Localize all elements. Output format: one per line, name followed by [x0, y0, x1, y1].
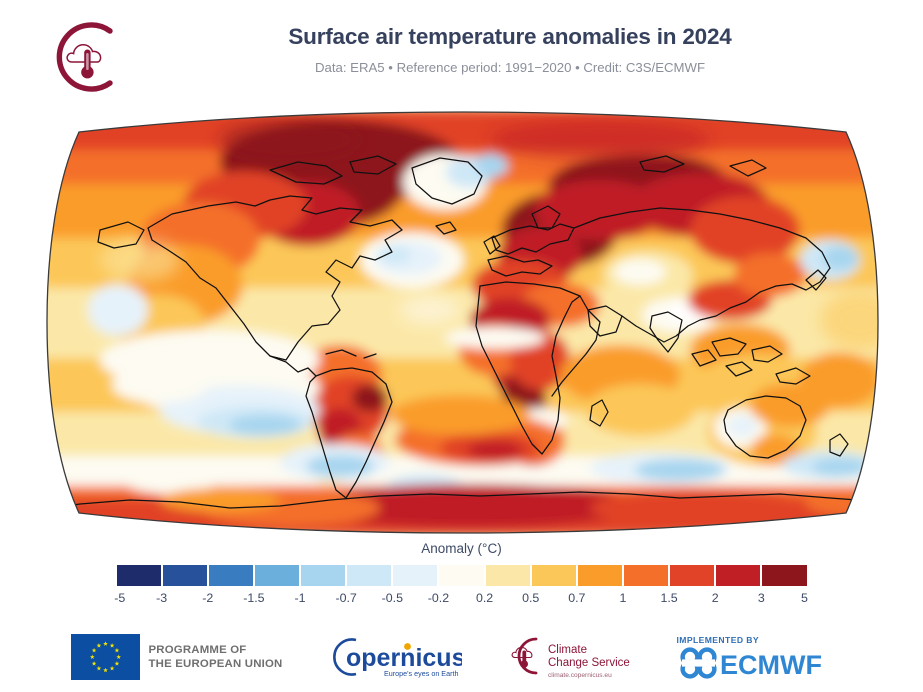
colorbar-swatch	[485, 565, 530, 586]
copernicus-logo-icon: opernicus Europe's eyes on Earth	[333, 638, 462, 678]
colorbar-swatch	[439, 565, 484, 586]
colorbar-swatch	[208, 565, 253, 586]
coastlines	[47, 155, 878, 511]
colorbar-tick-labels: -5 -3 -2 -1.5 -1 -0.7 -0.5 -0.2 0.2 0.5 0.7 1 1.5 2 3 5	[114, 591, 808, 608]
copernicus-logo-block: opernicus Europe's eyes on Earth	[322, 634, 462, 680]
colorbar-tick: -0.7	[335, 591, 357, 605]
ecmwf-logo-icon: ECMWF	[680, 646, 822, 680]
colorbar-tick: -5	[114, 591, 126, 605]
colorbar-swatch	[531, 565, 576, 586]
colorbar-tick: -0.5	[381, 591, 403, 605]
colorbar-swatch	[624, 565, 669, 586]
colorbar-swatch	[577, 565, 623, 586]
eu-star-icon	[115, 654, 121, 660]
eu-line-1: PROGRAMME OF	[148, 644, 247, 656]
colorbar-tick: 1	[619, 591, 627, 605]
colorbar-swatch	[116, 565, 161, 586]
colorbar-tick: -0.2	[427, 591, 450, 605]
colorbar-tick: 0.5	[522, 591, 540, 605]
c3s-line-2: Change Service	[548, 657, 630, 669]
eu-star-icon	[96, 643, 101, 648]
colorbar-tick: -1.5	[243, 591, 265, 605]
copernicus-tagline: Europe's eyes on Earth	[384, 669, 459, 678]
colorbar-tick: 1.5	[660, 591, 678, 605]
colorbar-tick: 3	[757, 591, 765, 605]
colorbar-legend: Anomaly (°C) -5 -3 -2 -1.5 -1 -0.7 -0.5 -0.2 0.2…	[0, 540, 923, 608]
colorbar-tick: 0.2	[475, 591, 494, 605]
colorbar-swatch	[393, 565, 438, 586]
colorbar-tick: 5	[800, 591, 808, 605]
eu-flag-icon	[70, 634, 140, 680]
eu-star-icon	[91, 647, 96, 653]
eu-star-icon	[114, 647, 119, 653]
ecmwf-implemented-by-label: IMPLEMENTED BY	[676, 634, 759, 645]
eu-logo-block: PROGRAMME OF THE EUROPEAN UNION	[70, 634, 283, 680]
ecmwf-wordmark: ECMWF	[720, 650, 822, 680]
eu-line-2: THE EUROPEAN UNION	[148, 658, 283, 670]
eu-star-icon	[102, 667, 108, 673]
eu-star-icon	[109, 665, 114, 671]
eu-star-icon	[96, 665, 101, 671]
colorbar-tick: -2	[202, 591, 214, 605]
world-anomaly-map	[40, 110, 885, 535]
colorbar-swatch	[716, 565, 761, 586]
colorbar-tick: -1	[294, 591, 306, 605]
page-title: Surface air temperature anomalies in 202…	[288, 24, 732, 49]
colorbar-swatch	[301, 565, 346, 586]
page-subtitle: Data: ERA5 • Reference period: 1991−2020…	[314, 60, 706, 75]
colorbar-tick: -3	[156, 591, 168, 605]
ecmwf-logo-block: IMPLEMENTED BY ECMWF	[674, 635, 852, 680]
c3s-url: climate.copernicus.eu	[548, 672, 612, 679]
eu-star-icon	[109, 643, 114, 648]
c3s-thermometer-cloud-icon	[48, 18, 126, 96]
map-border	[46, 111, 879, 534]
colorbar-swatch	[670, 565, 715, 586]
c3s-line-1: Climate	[548, 644, 587, 656]
colorbar-tick: 2	[711, 591, 719, 605]
copernicus-wordmark: opernicus	[346, 644, 462, 672]
robinson-projection-svg	[46, 111, 879, 534]
eu-star-icon	[102, 641, 108, 646]
eu-star-icon	[91, 661, 96, 666]
header: Surface air temperature anomalies in 202…	[130, 22, 890, 77]
colorbar-swatch	[347, 565, 392, 586]
colorbar-swatch	[162, 565, 207, 586]
footer-logos: PROGRAMME OF THE EUROPEAN UNION opernicu…	[0, 626, 923, 688]
colorbar-swatch	[762, 565, 807, 586]
c3s-logo-icon: Climate Change Service climate.copernicu…	[512, 637, 630, 679]
colorbar-label: Anomaly (°C)	[421, 541, 502, 556]
c3s-logo-block: Climate Change Service climate.copernicu…	[502, 633, 634, 681]
eu-star-icon	[89, 654, 95, 660]
eu-star-icon	[114, 661, 119, 666]
colorbar-swatch	[254, 565, 300, 586]
eu-programme-text: PROGRAMME OF THE EUROPEAN UNION	[149, 643, 283, 671]
colorbar-tick: 0.7	[568, 591, 586, 605]
colorbar-swatches	[116, 565, 807, 586]
